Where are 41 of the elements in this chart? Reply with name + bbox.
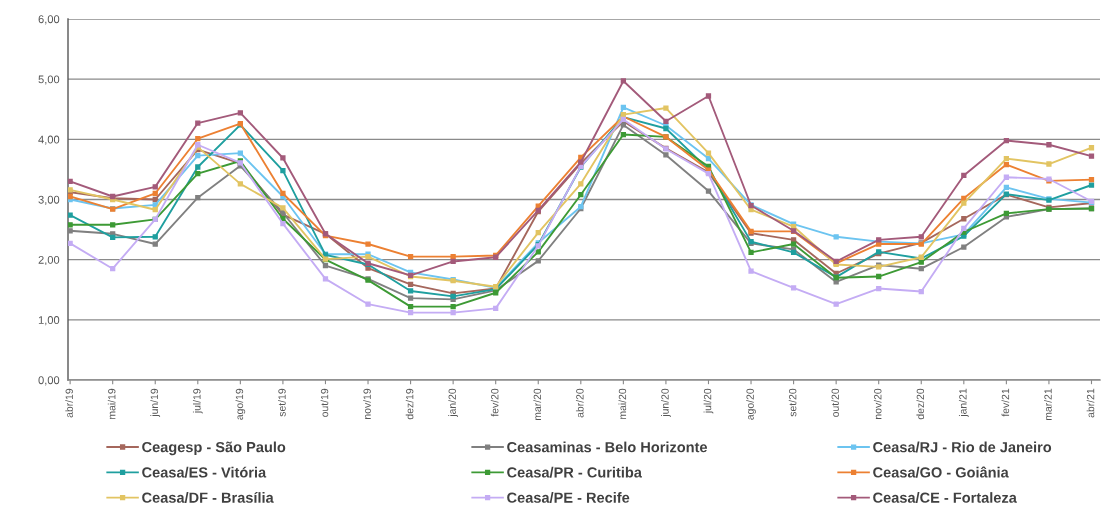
- y-tick-label: 6,00: [38, 15, 60, 25]
- x-tick-label: abr/21: [1086, 388, 1095, 418]
- legend-label: Ceasa/ES - Vitória: [142, 466, 267, 478]
- x-tick-label: dez/20: [916, 388, 925, 420]
- legend-label: Ceasaminas - Belo Horizonte: [507, 441, 708, 453]
- y-tick-label: 1,00: [38, 316, 60, 326]
- x-tick-label: jan/21: [958, 388, 969, 417]
- legend-label: Ceasa/CE - Fortaleza: [873, 492, 1017, 503]
- x-tick-label: jun/19: [150, 388, 161, 417]
- x-tick-label: nov/20: [873, 388, 882, 419]
- x-tick-label: set/19: [278, 388, 286, 417]
- legend-label: Ceasa/RJ - Rio de Janeiro: [873, 441, 1052, 453]
- y-tick-label: 3,00: [38, 195, 60, 205]
- legend-label: Ceasa/PR - Curitiba: [507, 466, 642, 478]
- x-tick-label: out/19: [320, 388, 329, 417]
- x-tick-label: nov/19: [363, 388, 371, 419]
- y-tick-label: 0,00: [38, 376, 60, 386]
- y-tick-label: 4,00: [38, 135, 60, 145]
- x-tick-label: set/20: [788, 388, 797, 417]
- x-tick-label: jul/20: [703, 388, 714, 414]
- x-tick-label: dez/19: [405, 388, 414, 420]
- x-tick-label: abr/19: [65, 388, 73, 418]
- x-tick-label: mai/20: [618, 388, 627, 419]
- y-tick-label: 2,00: [38, 255, 60, 266]
- y-tick-label: 5,00: [38, 75, 60, 85]
- x-tick-label: mar/21: [1044, 388, 1052, 421]
- x-tick-label: fev/21: [1001, 388, 1010, 417]
- x-tick-label: ago/19: [235, 388, 246, 420]
- x-tick-label: abr/20: [575, 388, 584, 418]
- x-tick-label: mai/19: [107, 388, 116, 419]
- x-tick-label: out/20: [831, 388, 839, 417]
- legend-label: Ceasa/DF - Brasília: [142, 491, 274, 503]
- x-tick-label: mar/20: [533, 388, 542, 421]
- legend-label: Ceasa/GO - Goiânia: [873, 466, 1009, 478]
- x-tick-label: jul/19: [192, 388, 203, 414]
- legend-label: Ceasa/PE - Recife: [507, 492, 630, 503]
- x-tick-label: jan/20: [448, 388, 458, 417]
- legend-label: Ceagesp - São Paulo: [142, 441, 286, 456]
- x-tick-label: fev/20: [490, 388, 499, 417]
- x-tick-label: jun/20: [661, 388, 671, 417]
- x-tick-label: ago/20: [746, 388, 756, 420]
